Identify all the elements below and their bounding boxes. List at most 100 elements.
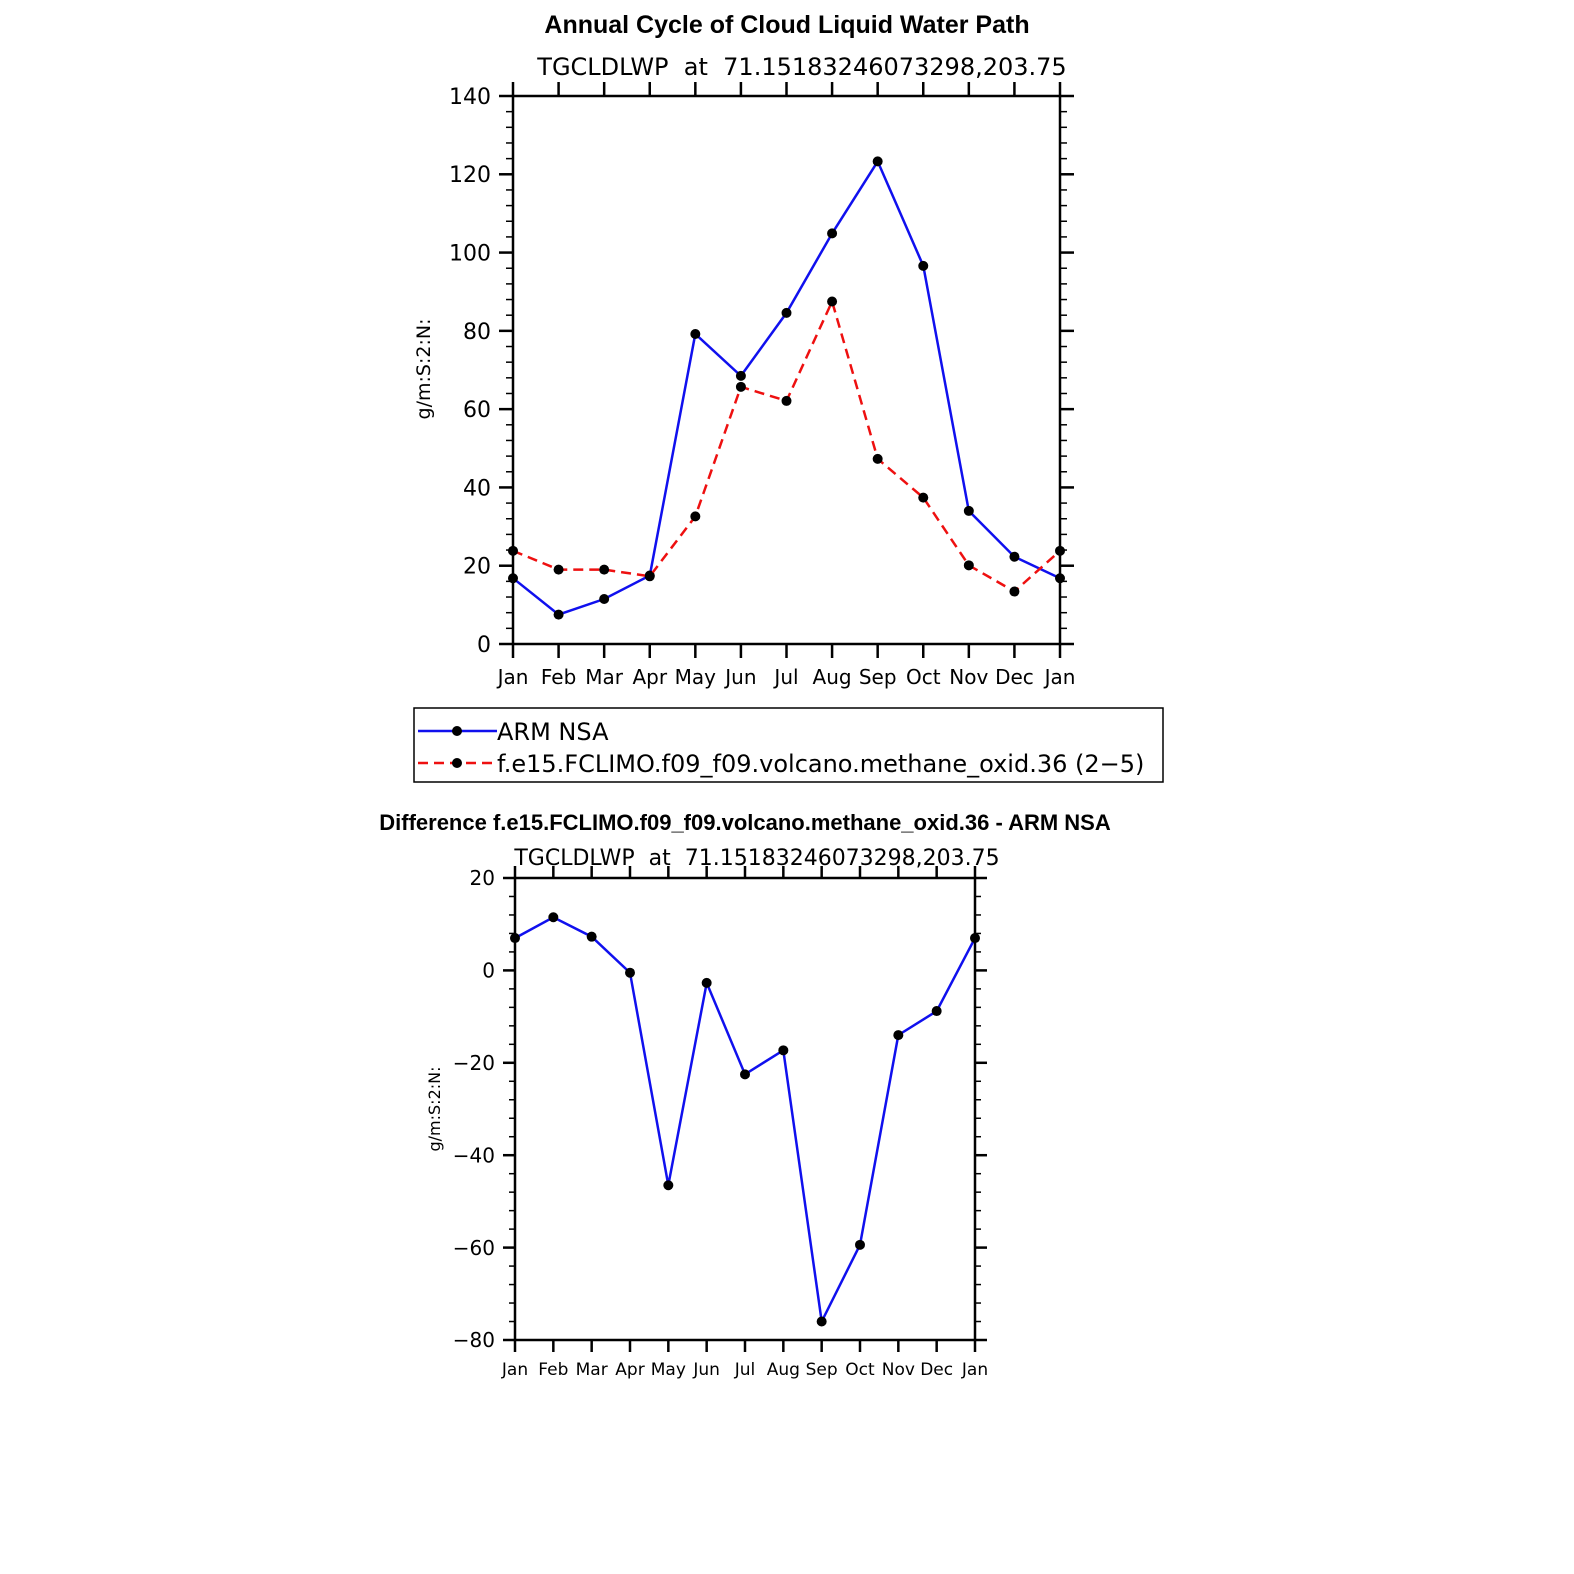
data-point (553, 609, 564, 620)
data-point (735, 370, 746, 381)
x-tick-labels: Jan Feb Mar Apr May Jun Jul Aug Sep Oct Nov Dec Jan (496, 665, 1076, 689)
x-tick-label: Nov (949, 665, 988, 689)
data-point (781, 307, 792, 318)
x-tick-label: Jan (501, 1360, 528, 1380)
x-tick-label: Apr (615, 1360, 644, 1380)
chart-title: Annual Cycle of Cloud Liquid Water Path (544, 11, 1029, 39)
plot-frame (499, 82, 1074, 658)
data-point (918, 492, 929, 503)
data-point (701, 977, 712, 988)
x-tick-label: Jun (723, 665, 756, 689)
x-tick-label: May (675, 665, 717, 689)
x-tick-label: Oct (906, 665, 941, 689)
x-tick-label: Aug (813, 665, 852, 689)
x-tick-label: Nov (882, 1360, 915, 1380)
x-tick-label: Jan (961, 1360, 988, 1380)
y-tick-label: 100 (449, 241, 491, 266)
y-tick-label: 0 (477, 633, 491, 658)
data-point (963, 560, 974, 571)
data-point (625, 967, 635, 978)
data-point (827, 228, 838, 239)
x-tick-label: Feb (538, 1360, 568, 1380)
y-tick-label: 140 (449, 85, 491, 110)
data-point (1055, 573, 1065, 584)
chart-subtitle: TGCLDLWP at 71.15183246073298,203.75 (513, 846, 999, 871)
data-point (599, 593, 610, 604)
y-tick-label: −40 (453, 1143, 495, 1167)
y-axis-label: g/m:S:2:N: (413, 319, 435, 420)
x-tick-label: Jul (772, 665, 798, 689)
data-point (508, 545, 518, 556)
data-point (781, 395, 792, 406)
y-tick-label: 20 (463, 555, 491, 580)
series-line-0 (512, 158, 1061, 617)
y-tick-labels: −80 −60 −40 −20 0 20 (453, 866, 495, 1352)
series-layer (510, 912, 980, 1327)
data-point (931, 1006, 942, 1017)
legend-box (413, 707, 1164, 783)
data-point (548, 912, 559, 923)
y-tick-label: 20 (470, 866, 495, 890)
y-tick-label: −20 (453, 1051, 495, 1075)
annual-cycle-chart: Annual Cycle of Cloud Liquid Water Path … (413, 11, 1164, 783)
x-tick-label: Mar (585, 665, 624, 689)
data-point (735, 381, 746, 392)
series-line-1 (512, 297, 1061, 594)
difference-chart: Difference f.e15.FCLIMO.f09_f09.volcano.… (379, 810, 1111, 1380)
y-tick-labels: 0 20 40 60 80 100 120 140 (449, 85, 491, 658)
x-tick-label: Oct (845, 1360, 875, 1380)
data-point (690, 328, 701, 339)
x-tick-label: Feb (541, 665, 576, 689)
y-tick-label: −60 (453, 1236, 495, 1260)
y-tick-label: 60 (463, 398, 491, 423)
legend-arm-marker (452, 726, 462, 736)
x-tick-label: Jun (692, 1360, 720, 1380)
plot-border (511, 94, 1062, 646)
data-point (827, 296, 838, 307)
x-tick-label: Dec (995, 665, 1034, 689)
plot-border (513, 876, 977, 1342)
x-tick-label: Apr (632, 665, 667, 689)
legend: ARM NSA f.e15.FCLIMO.f09_f09.volcano.met… (413, 707, 1164, 783)
x-tick-labels: Jan Feb Mar Apr May Jun Jul Aug Sep Oct Nov Dec Jan (501, 1360, 988, 1380)
data-point (893, 1030, 904, 1041)
x-tick-label: May (651, 1360, 686, 1380)
x-tick-label: Jan (1043, 665, 1076, 689)
series-line-0 (514, 915, 977, 1326)
chart-title: Difference f.e15.FCLIMO.f09_f09.volcano.… (379, 810, 1111, 835)
y-tick-label: 40 (463, 476, 491, 501)
data-point (663, 1180, 674, 1191)
x-tick-label: Aug (767, 1360, 800, 1380)
data-point (816, 1316, 827, 1327)
x-tick-label: Jan (496, 665, 529, 689)
data-point (599, 564, 610, 575)
y-tick-label: −80 (453, 1328, 495, 1352)
data-point (644, 571, 655, 582)
legend-model-label: f.e15.FCLIMO.f09_f09.volcano.methane_oxi… (497, 750, 1144, 778)
y-tick-label: 80 (463, 320, 491, 345)
data-point (918, 260, 929, 271)
x-tick-label: Sep (859, 665, 897, 689)
series-layer (508, 156, 1065, 620)
data-point (778, 1045, 789, 1056)
chart-subtitle: TGCLDLWP at 71.15183246073298,203.75 (536, 53, 1066, 81)
data-point (553, 564, 564, 575)
data-point (1009, 551, 1020, 562)
legend-arm-label: ARM NSA (497, 718, 609, 746)
y-axis-label: g/m:S:2:N: (425, 1067, 444, 1152)
x-tick-label: Sep (806, 1360, 838, 1380)
data-point (963, 505, 974, 516)
y-tick-label: 120 (449, 163, 491, 188)
data-point (855, 1239, 865, 1250)
data-point (510, 933, 520, 944)
data-point (1009, 586, 1020, 597)
data-point (586, 931, 597, 942)
x-tick-label: Jul (734, 1360, 756, 1380)
x-tick-label: Dec (920, 1360, 953, 1380)
data-point (872, 156, 883, 167)
data-point (740, 1069, 750, 1080)
data-point (1055, 545, 1065, 556)
data-point (690, 511, 701, 522)
y-tick-label: 0 (482, 959, 495, 983)
